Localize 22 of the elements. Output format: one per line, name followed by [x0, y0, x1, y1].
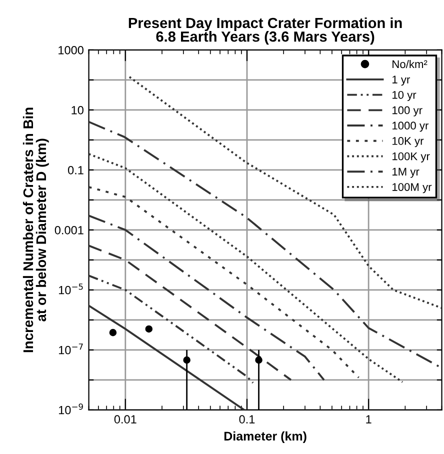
legend-label: 1000 yr	[392, 122, 429, 132]
legend-label: 1M yr	[392, 168, 420, 178]
y-tick-label: 10$^{−9}$	[58, 403, 83, 414]
x-tick-label: 0.1	[239, 415, 255, 424]
x-tick-label: 0.01	[114, 415, 136, 424]
legend-label: 10 yr	[392, 90, 416, 102]
y-tick-label: 0.001	[54, 226, 84, 234]
legend-label: No/km²	[392, 60, 428, 68]
x-axis-title: Diameter (km)	[224, 431, 306, 444]
legend-label: 100K yr	[392, 152, 430, 162]
y-tick-label: 1000	[58, 46, 84, 54]
y-tick-label: 0.1	[68, 166, 84, 174]
y-tick-label: 10$^{−7}$	[58, 344, 83, 354]
y-tick-label: 10	[72, 106, 84, 114]
y-tick-label: 10$^{−5}$	[58, 284, 83, 294]
x-tick-label: 1	[366, 415, 372, 424]
legend-label: 1 yr	[392, 76, 410, 86]
chart-title: Present Day Impact Crater Formation in 6.8 Earth Years (3.6 Mars Years)	[128, 17, 402, 45]
legend-label: 10K yr	[392, 137, 424, 148]
legend-label: 100 yr	[392, 106, 422, 116]
legend-label: 100M yr	[392, 183, 432, 194]
y-axis-title: Incremental Number of Craters in Bin at or below Diameter D (km)	[22, 108, 49, 352]
